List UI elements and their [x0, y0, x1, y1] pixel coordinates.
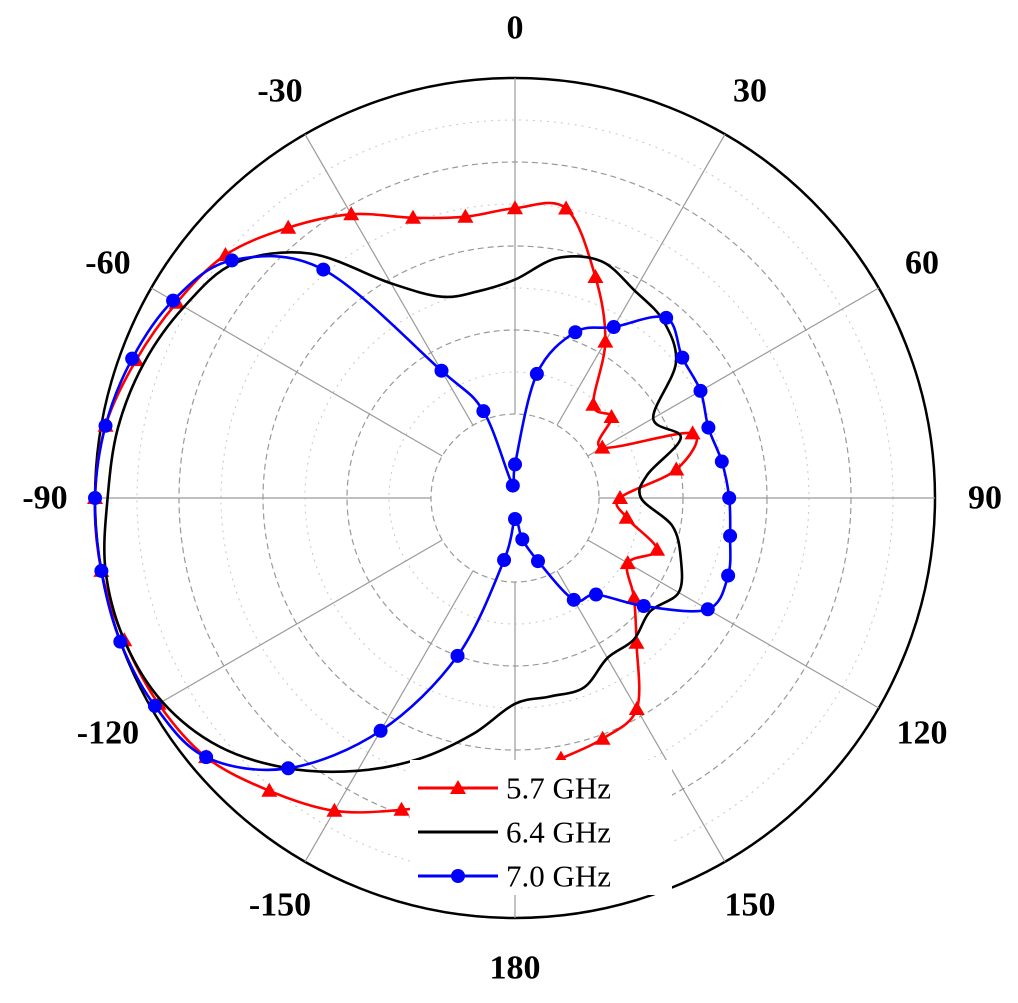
polar-grid [93, 76, 937, 920]
angle-label-0: 0 [507, 10, 524, 47]
angle-label-150: 150 [725, 887, 776, 924]
data-point-3-28 [723, 528, 738, 543]
data-point-1-27 [612, 490, 628, 504]
angle-label-30: 30 [733, 72, 767, 109]
data-point-1-24 [594, 439, 611, 454]
legend-swatch-marker [451, 869, 465, 883]
data-point-3-34 [530, 554, 545, 569]
legend-swatch-marker [450, 780, 466, 794]
angular-grid-line-330 [304, 133, 474, 426]
data-point-1-2 [393, 801, 410, 816]
angle-label-minus150: -150 [249, 887, 311, 924]
data-point-3-0 [508, 512, 522, 526]
data-point-3-9 [88, 491, 102, 505]
data-point-3-29 [721, 568, 736, 583]
data-point-1-19 [558, 200, 575, 215]
data-point-3-3 [373, 723, 388, 738]
legend-label: 5.7 GHz [506, 771, 611, 806]
legend-item-2: 6.4 GHz [418, 815, 611, 850]
data-point-3-2 [450, 648, 465, 663]
data-point-3-17 [505, 478, 520, 493]
data-point-1-32 [628, 634, 645, 649]
series-6-4-ghz-ghz [103, 251, 684, 774]
data-point-3-4 [281, 761, 296, 776]
data-point-1-25 [684, 425, 701, 440]
angular-grid-line-60 [587, 287, 880, 457]
data-point-1-3 [326, 802, 343, 817]
angle-label-90: 90 [968, 480, 1002, 517]
angular-grid-line-30 [556, 133, 726, 426]
data-point-3-14 [316, 262, 331, 277]
angle-labels: 0 30 60 90 120 150 180 -150 -120 -90 -60 -30 [22, 10, 1002, 987]
data-point-1-31 [626, 589, 643, 604]
data-point-1-15 [343, 206, 360, 221]
angular-grid-line-150 [556, 570, 726, 863]
data-point-1-21 [597, 333, 614, 348]
data-point-1-29 [649, 541, 666, 556]
data-point-3-10 [98, 418, 113, 433]
data-point-1-17 [457, 208, 474, 223]
legend-label: 7.0 GHz [506, 859, 611, 894]
angular-grid-line-300 [150, 287, 443, 457]
data-point-3-1 [497, 553, 512, 568]
data-point-3-32 [588, 587, 603, 602]
angle-label-minus60: -60 [85, 245, 130, 282]
radial-grid-ring-1 [430, 413, 600, 583]
legend-label: 6.4 GHz [506, 815, 611, 850]
data-point-3-35 [515, 532, 530, 547]
data-point-3-24 [693, 383, 708, 398]
data-point-3-20 [568, 325, 583, 340]
data-point-3-30 [700, 602, 715, 617]
legend-item-1: 5.7 GHz [418, 771, 611, 806]
series-7-0-ghz-ghz [88, 253, 738, 776]
legend: 5.7 GHz 6.4 GHz 7.0 GHz [410, 760, 672, 895]
angle-label-60: 60 [905, 245, 939, 282]
angle-label-minus30: -30 [257, 72, 302, 109]
data-point-3-7 [113, 634, 128, 649]
data-point-1-22 [585, 396, 602, 411]
data-point-1-23 [603, 409, 620, 424]
data-point-3-33 [566, 592, 581, 607]
data-point-1-30 [619, 555, 636, 570]
angle-label-120: 120 [897, 715, 948, 752]
data-point-3-22 [659, 310, 674, 325]
data-point-3-5 [199, 750, 214, 765]
angle-label-minus90: -90 [22, 480, 67, 517]
data-point-3-12 [166, 293, 181, 308]
data-point-3-8 [94, 563, 109, 578]
data-point-3-25 [701, 420, 716, 435]
data-point-1-16 [405, 209, 422, 224]
data-point-3-6 [147, 698, 162, 713]
data-point-3-31 [636, 598, 651, 613]
data-point-3-19 [529, 366, 544, 381]
data-point-1-34 [594, 730, 611, 745]
legend-item-3: 7.0 GHz [418, 859, 611, 894]
data-point-3-23 [675, 350, 690, 365]
angle-label-180: 180 [490, 950, 541, 987]
series-layer [87, 200, 738, 817]
angle-label-minus120: -120 [77, 715, 139, 752]
data-point-1-14 [280, 219, 297, 234]
data-point-1-33 [628, 700, 645, 715]
data-point-3-13 [224, 253, 239, 268]
angular-grid-line-240 [150, 539, 443, 709]
data-point-3-27 [722, 491, 737, 505]
data-point-3-26 [714, 454, 729, 469]
series-line-2 [103, 251, 684, 774]
data-point-1-18 [507, 200, 523, 215]
data-point-1-28 [618, 509, 635, 524]
angular-grid-line-120 [587, 539, 880, 709]
data-point-1-26 [668, 461, 685, 476]
data-point-3-11 [125, 351, 140, 366]
data-point-3-16 [476, 404, 491, 419]
data-point-1-4 [261, 782, 278, 797]
data-point-1-20 [587, 268, 604, 283]
data-point-3-15 [434, 363, 449, 378]
series-line-3 [93, 254, 732, 772]
data-point-3-18 [508, 457, 522, 472]
data-point-3-21 [606, 320, 621, 335]
